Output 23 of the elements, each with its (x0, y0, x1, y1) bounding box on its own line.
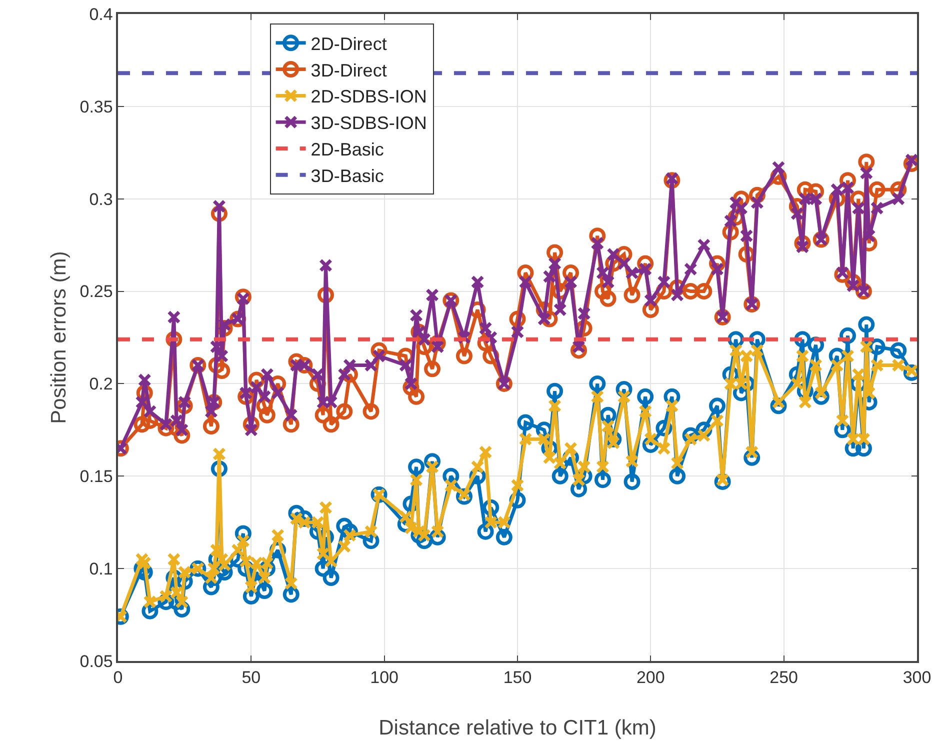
legend-label: 2D-Direct (310, 34, 387, 54)
legend-label: 3D-Basic (310, 166, 384, 186)
legend-label: 2D-Basic (310, 140, 384, 160)
x-axis-title: Distance relative to CIT1 (km) (378, 716, 656, 740)
legend-label: 3D-Direct (310, 60, 387, 80)
y-tick-label: 0.15 (80, 467, 113, 486)
y-tick-label: 0.3 (89, 190, 113, 209)
y-tick-label: 0.2 (89, 374, 113, 394)
x-tick-label: 0 (113, 668, 123, 688)
x-tick-label: 50 (242, 668, 261, 688)
y-tick-label: 0.35 (80, 97, 113, 116)
y-axis-title: Position errors (m) (48, 251, 70, 424)
x-tick-label: 300 (902, 668, 932, 688)
x-tick-label: 250 (770, 668, 798, 688)
y-tick-label: 0.1 (89, 560, 113, 579)
legend-label: 2D-SDBS-ION (310, 86, 427, 107)
x-tick-label: 150 (503, 668, 532, 688)
y-tick-label: 0.05 (80, 652, 113, 671)
y-tick-label: 0.4 (89, 4, 113, 24)
x-tick-label: 200 (636, 668, 665, 688)
y-tick-label: 0.25 (80, 282, 113, 302)
legend-label: 3D-SDBS-ION (310, 113, 427, 134)
x-tick-label: 100 (370, 668, 399, 688)
